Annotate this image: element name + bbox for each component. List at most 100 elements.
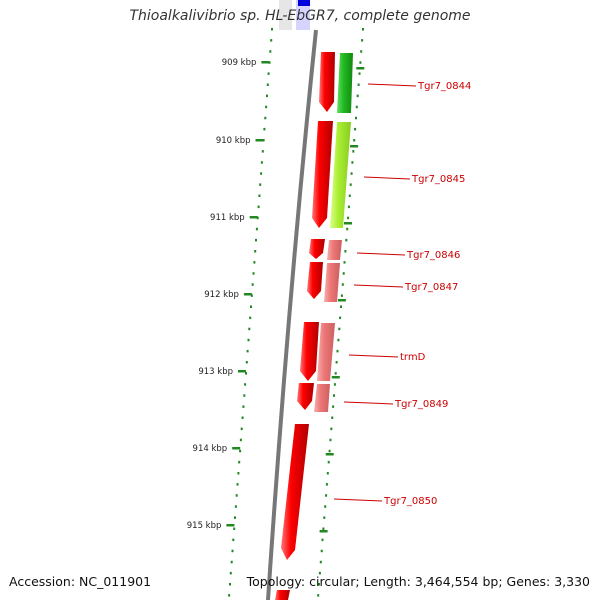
scale-minor-tick — [260, 172, 263, 175]
scale-minor-tick — [332, 405, 335, 408]
gene-bar-0849 — [314, 384, 330, 412]
scale-minor-tick — [355, 116, 357, 120]
gene-label[interactable]: Tgr7_0846 — [406, 250, 460, 261]
scale-minor-tick — [356, 94, 359, 98]
scale-minor-tick — [239, 438, 242, 442]
scale-minor-tick — [245, 372, 247, 375]
scale-minor-tick — [240, 427, 243, 431]
gene-arrow-trmD-forward — [300, 322, 319, 381]
scale-minor-tick — [360, 50, 363, 53]
scale-minor-tick — [319, 560, 322, 564]
scale-minor-tick — [266, 94, 268, 98]
scale-minor-tick — [255, 227, 258, 231]
gene-labels: Tgr7_0844 Tgr7_0845 Tgr7_0846 Tgr7_0847 trmD… — [333, 81, 471, 507]
gene-leader-line — [348, 354, 399, 358]
scale-major-tick — [325, 453, 334, 456]
gene-leader-line — [353, 284, 404, 288]
gene-arrow-0846-forward — [309, 239, 325, 259]
gene-bar-0847 — [324, 263, 340, 302]
scale-minor-tick — [238, 460, 241, 464]
scale-minor-tick — [347, 216, 350, 220]
scale-label: 913 kbp — [198, 367, 233, 377]
scale-minor-tick — [329, 438, 332, 442]
scale-minor-tick — [266, 83, 269, 86]
scale-minor-tick — [270, 39, 273, 42]
scale-minor-tick — [343, 261, 346, 264]
gene-arrow-0847-forward — [307, 262, 323, 299]
scale-minor-tick — [333, 394, 335, 397]
scale-minor-tick — [264, 116, 267, 120]
scale-minor-tick — [259, 183, 262, 186]
scale-minor-tick — [349, 183, 352, 186]
scale-minor-tick — [322, 527, 325, 530]
scale-minor-tick — [325, 483, 328, 486]
scale-minor-tick — [245, 361, 248, 364]
scale-minor-tick — [234, 516, 236, 519]
scale-minor-tick — [261, 150, 264, 153]
scale-label: 910 kbp — [216, 136, 251, 146]
scale-major-tick — [261, 61, 270, 64]
scale-minor-tick — [247, 338, 250, 342]
scale-label: 914 kbp — [193, 444, 228, 454]
scale-minor-tick — [253, 261, 256, 264]
scale-minor-tick — [347, 205, 350, 209]
scale-label: 909 kbp — [222, 58, 257, 68]
scale-minor-tick — [236, 483, 239, 486]
scale-minor-tick — [241, 416, 244, 419]
gene-bar-0846 — [327, 240, 342, 260]
scale-minor-tick — [346, 227, 349, 231]
scale-minor-tick — [324, 505, 327, 508]
scale-minor-tick — [243, 394, 246, 397]
scale-minor-tick — [338, 327, 341, 331]
scale-major-tick — [350, 145, 359, 148]
scale-minor-tick — [263, 127, 266, 131]
gene-arrow-0850-forward — [281, 424, 309, 560]
scale-minor-tick — [334, 372, 337, 375]
scale-major-tick — [356, 67, 365, 70]
scale-minor-tick — [317, 594, 320, 597]
scale-minor-tick — [351, 161, 354, 164]
scale-minor-tick — [325, 494, 328, 497]
scale-major-tick — [331, 376, 340, 379]
scale-minor-tick — [251, 283, 254, 286]
scale-minor-tick — [257, 205, 260, 209]
gene-label[interactable]: Tgr7_0850 — [383, 496, 437, 507]
scale-minor-tick — [269, 50, 272, 53]
scale-minor-tick — [355, 105, 358, 109]
scale-minor-tick — [344, 250, 347, 253]
gene-label[interactable]: Tgr7_0844 — [417, 81, 471, 92]
scale-minor-tick — [354, 127, 357, 131]
scale-minor-tick — [262, 139, 265, 142]
gene-arrow-0844-forward — [319, 52, 335, 112]
scale-minor-tick — [267, 72, 270, 75]
scale-minor-tick — [231, 549, 234, 553]
scale-minor-tick — [242, 405, 245, 408]
scale-minor-tick — [327, 460, 330, 464]
top-track-fragment-gray — [279, 0, 292, 30]
gene-leader-line — [356, 252, 406, 256]
gene-leader-line — [343, 401, 394, 405]
scale-minor-tick — [328, 449, 331, 453]
scale-minor-tick — [234, 505, 237, 508]
gene-label[interactable]: Tgr7_0847 — [404, 282, 458, 293]
scale-minor-tick — [248, 327, 251, 331]
scale-minor-tick — [265, 105, 268, 109]
scale-minor-tick — [357, 83, 360, 86]
gene-bar-trmD — [317, 323, 335, 381]
gene-label[interactable]: Tgr7_0849 — [394, 399, 448, 410]
scale-major-tick — [249, 216, 258, 219]
scale-minor-tick — [250, 294, 253, 297]
scale-minor-tick — [239, 449, 242, 453]
scale-minor-tick — [232, 538, 235, 542]
gene-leader-line — [363, 176, 411, 180]
scale-minor-tick — [331, 416, 334, 419]
scale-major-tick — [337, 299, 346, 302]
scale-minor-tick — [237, 472, 240, 475]
scale-minor-tick — [235, 494, 238, 497]
scale-minor-tick — [348, 194, 351, 197]
scale-minor-tick — [260, 161, 263, 164]
gene-label[interactable]: Tgr7_0845 — [411, 174, 465, 185]
gene-label[interactable]: trmD — [400, 352, 426, 363]
scale-minor-tick — [350, 172, 353, 175]
scale-labels: 909 kbp 910 kbp 911 kbp 912 kbp 913 kbp 914 k… — [187, 58, 365, 533]
